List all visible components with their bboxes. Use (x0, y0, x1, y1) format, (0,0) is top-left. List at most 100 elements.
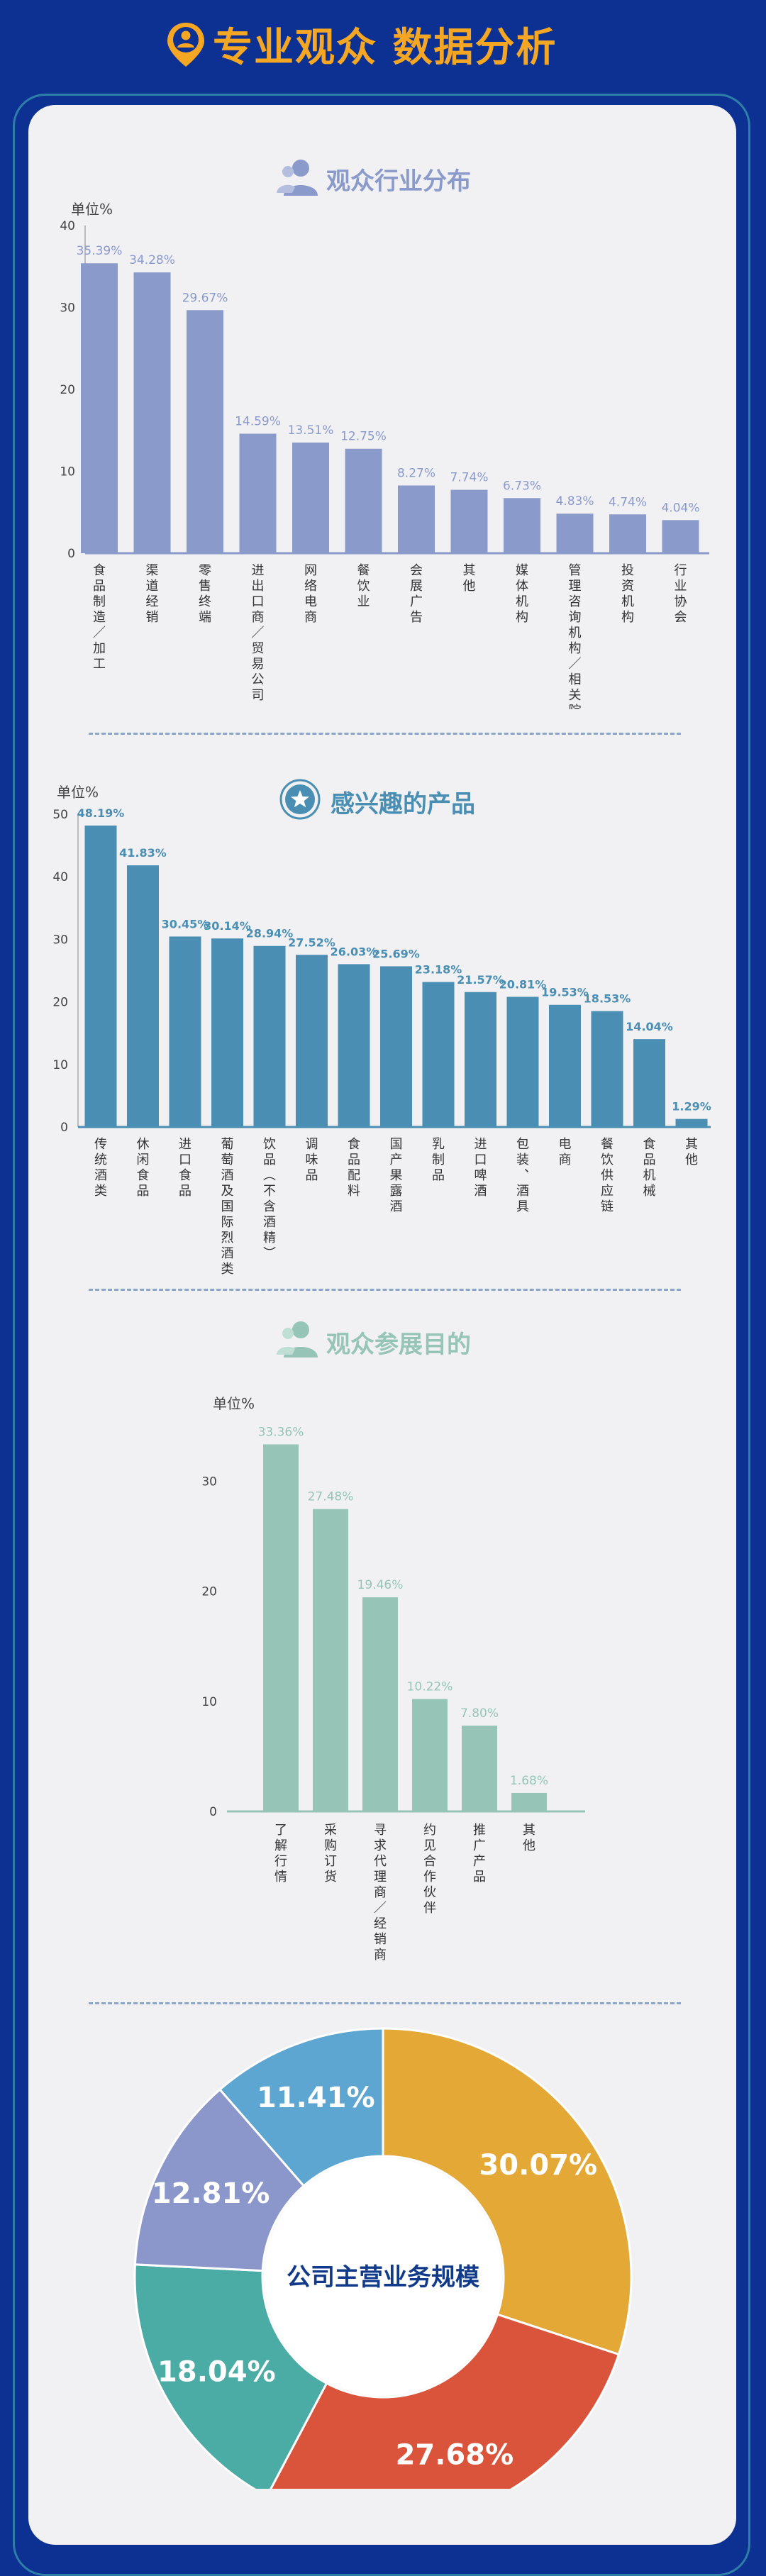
category-label-char: 销 (146, 610, 159, 625)
category-label-char: 饮 (263, 1137, 276, 1152)
category-label-char: 商 (252, 610, 265, 625)
bar-value-label: 19.53% (541, 986, 589, 999)
bar-value-label: 23.18% (415, 963, 462, 977)
category-label-char: 资 (621, 579, 634, 594)
bar (380, 966, 412, 1127)
category-label-char: 食 (93, 563, 106, 578)
category-label-char: 造 (93, 610, 106, 625)
divider-2 (89, 1289, 681, 1291)
category-label-char: 业 (675, 579, 687, 594)
category-label-char: 制 (93, 594, 106, 609)
bar (506, 996, 539, 1127)
category-label-char: 网 (304, 563, 317, 578)
category-label-char: 院 (569, 704, 582, 709)
bar (662, 520, 699, 553)
bar-value-label: 30.45% (162, 917, 209, 931)
bar-value-label: 13.51% (288, 423, 334, 438)
business-scale-donut-chart: 30.07% 27.68% 18.04% 12.81% 11.41% 公司主营业务规模 (133, 2027, 633, 2489)
category-label-char: 告 (410, 610, 423, 625)
y-tick-label: 40 (52, 870, 68, 884)
y-tick-label: 0 (67, 547, 75, 561)
slice-value-label: 30.07% (479, 2149, 597, 2182)
category-label-char: 易 (252, 657, 265, 672)
bar (338, 964, 370, 1127)
category-label-char: 工 (93, 657, 106, 672)
category-label-char: 理 (569, 579, 582, 594)
category-label-char: 进 (474, 1137, 487, 1152)
y-tick-label: 30 (60, 301, 75, 316)
y-tick-label: 10 (52, 1058, 68, 1072)
category-label-char: 品 (643, 1153, 656, 1167)
category-label-char: 商 (559, 1153, 572, 1167)
category-label-char: ／ (93, 626, 106, 640)
category-label-char: 国 (221, 1199, 234, 1214)
category-label-char: 产 (473, 1854, 486, 1869)
category-label-char: 酒 (263, 1215, 276, 1230)
person-icon (277, 160, 318, 196)
bar (450, 489, 488, 553)
bar (549, 1004, 581, 1127)
category-label-char: 餐 (601, 1137, 614, 1152)
y-axis-unit-label: 单位% (71, 201, 113, 218)
bar-value-label: 14.04% (626, 1020, 673, 1033)
donut-slice (133, 2088, 306, 2272)
category-label-char: 会 (410, 563, 423, 578)
category-label-char: 类 (94, 1184, 107, 1199)
bar-value-label: 25.69% (372, 947, 420, 960)
star-badge-icon (279, 779, 321, 820)
slice-value-label: 12.81% (152, 2177, 270, 2210)
category-label-char: 烈 (221, 1231, 234, 1245)
bar (675, 1118, 708, 1127)
category-label-char: 品 (306, 1168, 318, 1183)
category-label-char: 口 (252, 594, 265, 609)
category-label-char: 构 (516, 610, 528, 625)
bar (127, 865, 159, 1127)
bar-value-label: 1.29% (672, 1100, 711, 1114)
category-label-char: 展 (410, 579, 423, 594)
bar (169, 936, 201, 1127)
bar (133, 272, 171, 553)
category-label-char: 他 (463, 579, 476, 594)
category-label-char: 酒 (474, 1184, 487, 1199)
category-label-char: 会 (675, 610, 687, 625)
category-label-char: 伙 (423, 1885, 436, 1900)
category-label-char: 机 (516, 594, 528, 609)
category-label-char: 萄 (221, 1153, 234, 1167)
category-label-char: 机 (621, 594, 634, 609)
category-label-char: 啤 (474, 1168, 487, 1183)
category-label-char: 酒 (390, 1199, 403, 1214)
category-label-char: 械 (643, 1184, 656, 1199)
category-label-char: 进 (179, 1137, 192, 1152)
category-label-char: 露 (390, 1184, 403, 1199)
category-label-char: 端 (199, 610, 211, 625)
category-label-char: 休 (137, 1137, 150, 1152)
bar (633, 1039, 665, 1127)
section1-title: 观众行业分布 (326, 167, 471, 196)
bar-value-label: 34.28% (129, 253, 175, 267)
category-label-char: 制 (432, 1153, 445, 1167)
category-label-char: 解 (274, 1838, 287, 1853)
bar-value-label: 14.59% (235, 414, 281, 428)
category-label-char: 售 (199, 579, 211, 594)
category-label-char: ︶ (263, 1246, 276, 1261)
category-label-char: 机 (569, 626, 582, 640)
category-label-char: 品 (179, 1184, 192, 1199)
category-label-char: 相 (569, 672, 582, 687)
bar-value-label: 27.48% (308, 1490, 354, 1504)
category-label-char: 作 (423, 1870, 436, 1884)
category-label-char: 购 (324, 1838, 337, 1853)
bar-value-label: 29.67% (182, 291, 228, 305)
bar-value-label: 41.83% (119, 846, 167, 860)
category-label-char: 了 (274, 1823, 287, 1838)
category-label-char: 口 (179, 1153, 192, 1167)
category-label-char: ／ (252, 626, 265, 640)
category-label-char: 电 (304, 594, 317, 609)
category-label-char: 机 (643, 1168, 656, 1183)
category-label-char: 构 (569, 641, 582, 656)
bar-value-label: 30.14% (204, 919, 251, 933)
donut-hole (264, 2158, 502, 2396)
category-label-char: 司 (252, 688, 265, 703)
category-label-char: ／ (569, 657, 582, 672)
